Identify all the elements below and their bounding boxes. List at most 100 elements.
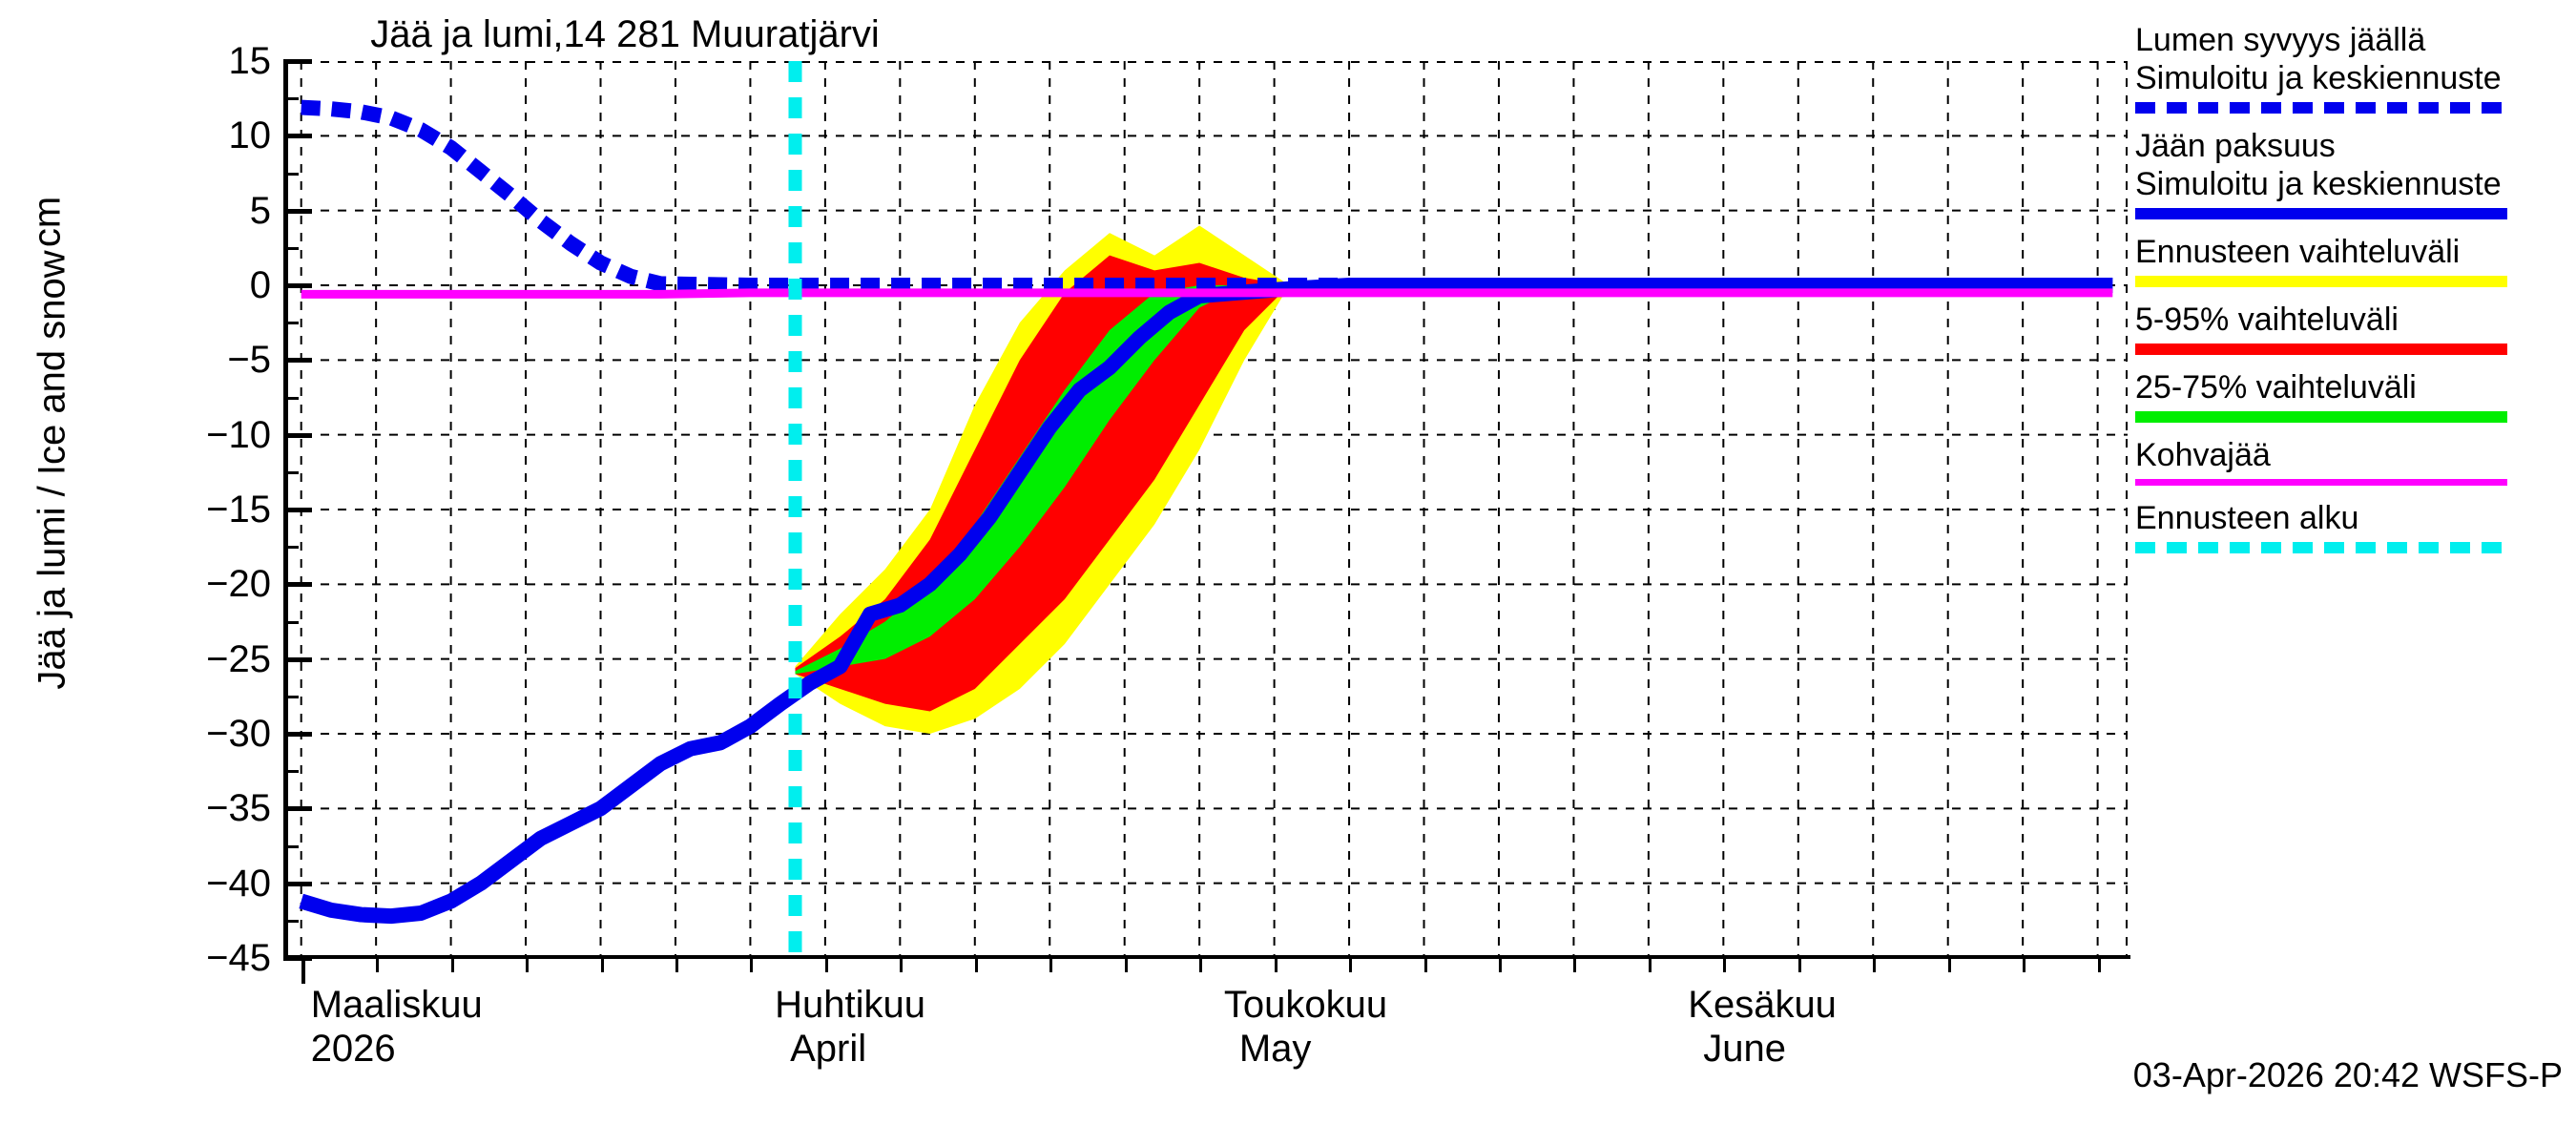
month-label-en: 2026: [310, 1028, 396, 1070]
y-tick-mark-minor: [283, 396, 299, 400]
y-tick-mark-minor: [283, 546, 299, 550]
y-tick-mark-minor: [283, 695, 299, 698]
legend-swatch: [2135, 411, 2507, 423]
x-tick-mark: [824, 955, 828, 972]
month-label-en: June: [1703, 1028, 1787, 1070]
x-tick-mark: [1498, 955, 1502, 972]
legend-swatch: [2135, 542, 2507, 553]
y-tick-mark: [283, 134, 312, 139]
y-tick-mark-minor: [283, 97, 299, 101]
x-axis-month-label: Toukokuu May: [1224, 983, 1387, 1071]
legend-swatch: [2135, 208, 2507, 219]
legend-entry-title: Ennusteen vaihteluväli: [2135, 234, 2461, 270]
legend-entry-subtitle: Simuloitu ja keskiennuste: [2135, 60, 2502, 96]
plot-canvas: [286, 61, 2128, 958]
x-axis-month-label: Kesäkuu June: [1688, 983, 1837, 1071]
y-tick-mark-minor: [283, 172, 299, 176]
y-tick-label: −30: [206, 713, 271, 755]
x-axis-line: [283, 955, 2130, 959]
y-tick-mark-minor: [283, 246, 299, 250]
series-line-lumen-syvyys-j-ll-: [301, 99, 2113, 293]
legend-swatch: [2135, 344, 2507, 355]
x-tick-mark-major: [301, 955, 305, 984]
x-tick-mark: [1648, 955, 1652, 972]
legend-swatch: [2135, 276, 2507, 287]
legend-entry-title: Ennusteen alku: [2135, 500, 2359, 536]
y-tick-label: −40: [206, 862, 271, 905]
y-tick-mark: [283, 806, 312, 812]
x-axis-month-label: Huhtikuu April: [775, 983, 925, 1071]
y-tick-mark-minor: [283, 620, 299, 624]
y-tick-mark: [283, 582, 312, 588]
legend-swatch: [2135, 479, 2507, 486]
month-label-fi: Maaliskuu: [310, 984, 483, 1026]
y-tick-mark: [283, 283, 312, 288]
x-tick-mark: [526, 955, 530, 972]
y-tick-label: 5: [249, 189, 271, 232]
x-tick-mark: [675, 955, 678, 972]
y-axis-unit-label: cm: [26, 196, 69, 248]
y-tick-mark: [283, 508, 312, 512]
y-tick-label: −20: [206, 563, 271, 606]
x-tick-mark: [1873, 955, 1877, 972]
legend-entry: Ennusteen vaihteluväli: [2135, 233, 2566, 287]
month-label-fi: Huhtikuu: [775, 984, 925, 1026]
legend-entry-title: Kohvajää: [2135, 437, 2271, 473]
y-tick-label: −15: [206, 489, 271, 531]
y-tick-mark-minor: [283, 322, 299, 325]
legend-entry: Jään paksuus Simuloitu ja keskiennuste: [2135, 127, 2566, 219]
month-label-fi: Kesäkuu: [1688, 984, 1837, 1026]
x-tick-mark: [1573, 955, 1577, 972]
x-tick-mark: [2023, 955, 2026, 972]
month-label-fi: Toukokuu: [1223, 984, 1388, 1026]
x-tick-mark: [600, 955, 604, 972]
y-tick-label: −10: [206, 413, 271, 456]
y-tick-mark-minor: [283, 770, 299, 774]
page-title: Jää ja lumi,14 281 Muuratjärvi: [370, 13, 880, 55]
legend-swatch: [2135, 102, 2507, 114]
y-tick-mark: [283, 732, 312, 737]
y-tick-mark: [283, 656, 312, 662]
chart-legend: Lumen syvyys jäällä Simuloitu ja keskienn…: [2135, 21, 2566, 567]
x-axis-month-label: Maaliskuu 2026: [311, 983, 483, 1071]
x-tick-mark: [900, 955, 904, 972]
y-tick-label: −35: [206, 787, 271, 830]
x-tick-mark: [2097, 955, 2101, 972]
month-label-en: May: [1238, 1028, 1312, 1070]
y-tick-label: 15: [228, 40, 272, 82]
legend-entry-title: 25-75% vaihteluväli: [2135, 369, 2417, 406]
y-tick-mark: [283, 208, 312, 214]
y-tick-label: 0: [249, 264, 271, 306]
x-tick-mark: [1274, 955, 1278, 972]
x-tick-mark: [1349, 955, 1353, 972]
x-tick-mark: [1423, 955, 1427, 972]
x-tick-mark: [1199, 955, 1203, 972]
x-tick-mark: [750, 955, 754, 972]
y-tick-label: 10: [228, 114, 272, 157]
x-tick-mark: [1049, 955, 1053, 972]
y-tick-mark-minor: [283, 919, 299, 923]
x-tick-mark: [1797, 955, 1801, 972]
legend-entry: Ennusteen alku: [2135, 499, 2566, 553]
plot-area: [286, 61, 2128, 958]
y-tick-mark-minor: [283, 470, 299, 474]
x-tick-mark: [1947, 955, 1951, 972]
legend-entry: 25-75% vaihteluväli: [2135, 368, 2566, 423]
y-tick-label: −45: [206, 937, 271, 979]
legend-entry: Kohvajää: [2135, 436, 2566, 486]
legend-entry-title: Jään paksuus: [2135, 128, 2336, 164]
series-line-kohvaj-: [301, 288, 2113, 299]
y-tick-mark-minor: [283, 844, 299, 848]
y-tick-mark: [283, 432, 312, 438]
y-tick-label: −5: [227, 339, 271, 382]
month-label-en: April: [790, 1028, 867, 1070]
legend-entry-title: Lumen syvyys jäällä: [2135, 22, 2426, 58]
x-tick-mark: [1124, 955, 1128, 972]
y-tick-mark: [283, 956, 312, 961]
x-tick-mark: [376, 955, 380, 972]
x-tick-mark: [974, 955, 978, 972]
y-tick-mark: [283, 881, 312, 886]
legend-entry: 5-95% vaihteluväli: [2135, 301, 2566, 355]
legend-entry-title: 5-95% vaihteluväli: [2135, 302, 2399, 338]
x-tick-mark: [450, 955, 454, 972]
